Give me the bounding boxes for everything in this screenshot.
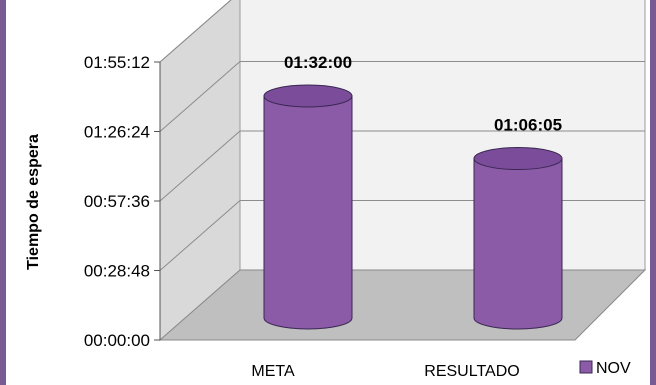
bar-body xyxy=(473,158,563,330)
y-tick-label: 00:28:48 xyxy=(84,262,150,281)
y-tick-label: 00:00:00 xyxy=(84,331,150,350)
gridline xyxy=(159,130,645,202)
x-category-label: RESULTADO xyxy=(424,363,519,380)
data-label: 01:32:00 xyxy=(284,53,352,72)
y-tick-label: 00:57:36 xyxy=(84,192,150,211)
floor xyxy=(158,269,647,341)
y-axis-ticks: 00:00:00 00:28:48 00:57:36 01:26:24 01:55:12 xyxy=(84,53,161,350)
data-label: 01:06:05 xyxy=(494,116,562,135)
gridline xyxy=(159,61,645,132)
legend: NOV xyxy=(579,360,631,377)
gridline xyxy=(159,0,232,63)
legend-label: NOV xyxy=(596,360,631,377)
x-axis-categories: META RESULTADO xyxy=(251,363,519,380)
y-tick-label: 01:26:24 xyxy=(84,123,150,142)
y-axis-title: Tiempo de espera xyxy=(25,134,42,270)
bar xyxy=(263,84,353,330)
chart-walls xyxy=(158,0,647,342)
legend-swatch xyxy=(579,360,593,374)
bar-top xyxy=(473,147,563,171)
bars xyxy=(263,84,563,330)
bar xyxy=(473,147,563,330)
bar-top xyxy=(263,84,353,108)
bar-body xyxy=(263,95,353,330)
data-labels: 01:32:00 01:06:05 xyxy=(284,53,562,135)
x-category-label: META xyxy=(251,363,295,380)
y-tick-label: 01:55:12 xyxy=(84,53,150,72)
